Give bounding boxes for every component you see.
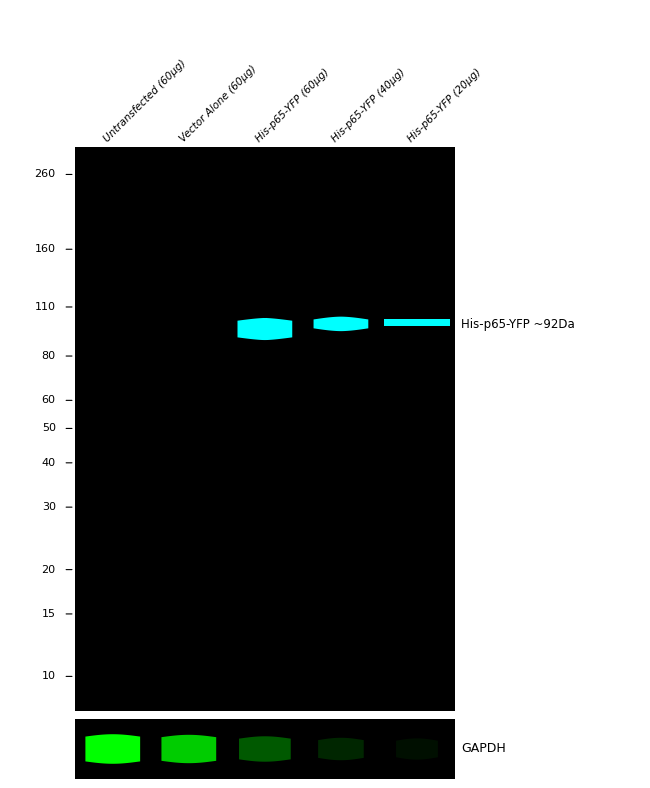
Polygon shape bbox=[239, 736, 291, 762]
Polygon shape bbox=[161, 735, 216, 763]
Text: 110: 110 bbox=[34, 302, 56, 312]
Text: His-p65-YFP (60μg): His-p65-YFP (60μg) bbox=[254, 67, 331, 143]
Polygon shape bbox=[384, 319, 450, 326]
Text: His-p65-YFP ~92Da: His-p65-YFP ~92Da bbox=[461, 318, 575, 331]
Text: 260: 260 bbox=[34, 169, 56, 180]
Text: 10: 10 bbox=[42, 671, 56, 682]
Polygon shape bbox=[85, 734, 140, 764]
Text: 80: 80 bbox=[42, 351, 56, 361]
Text: His-p65-YFP (20μg): His-p65-YFP (20μg) bbox=[406, 67, 483, 143]
Text: GAPDH: GAPDH bbox=[461, 742, 506, 756]
Text: 15: 15 bbox=[42, 609, 56, 619]
Text: 50: 50 bbox=[42, 423, 56, 433]
Text: 30: 30 bbox=[42, 502, 56, 512]
Text: 60: 60 bbox=[42, 396, 56, 405]
Text: 20: 20 bbox=[42, 565, 56, 574]
Text: Vector Alone (60μg): Vector Alone (60μg) bbox=[178, 63, 259, 143]
Polygon shape bbox=[396, 738, 438, 760]
Polygon shape bbox=[318, 738, 364, 760]
Text: 40: 40 bbox=[42, 458, 56, 468]
Text: His-p65-YFP (40μg): His-p65-YFP (40μg) bbox=[330, 67, 407, 143]
Polygon shape bbox=[313, 317, 369, 331]
Text: Untransfected (60μg): Untransfected (60μg) bbox=[102, 58, 188, 143]
Polygon shape bbox=[237, 318, 292, 340]
Text: 160: 160 bbox=[34, 244, 56, 255]
